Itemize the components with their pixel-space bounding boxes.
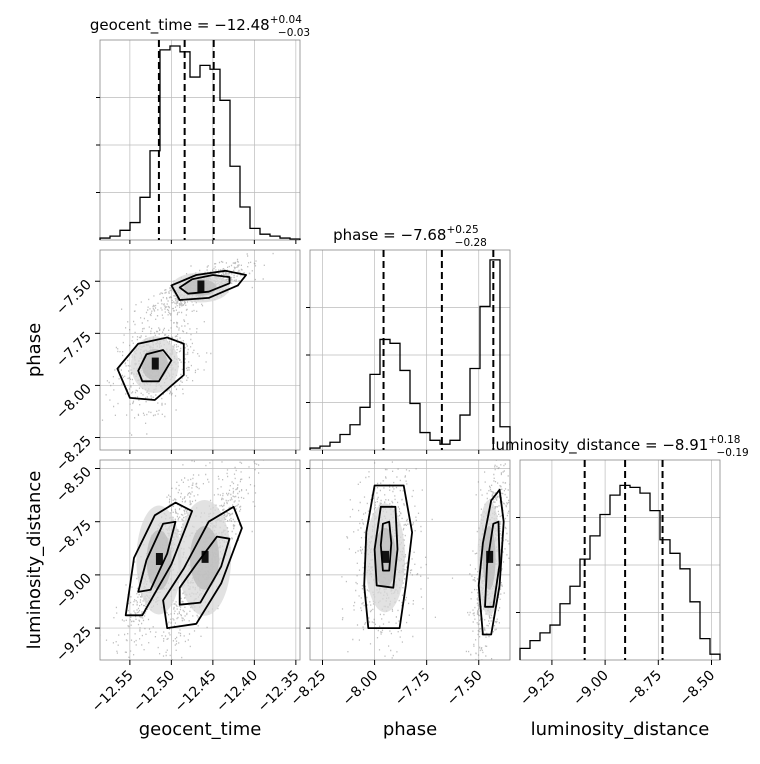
contour-3: [178, 535, 231, 606]
axes-frame: [309, 249, 511, 451]
y-axis-label-luminosity_distance: luminosity_distance: [24, 471, 45, 650]
contour-1: [373, 505, 399, 589]
x-tick-label: −9.00: [570, 668, 612, 710]
x-tick-label: −12.40: [213, 668, 261, 716]
contour-0: [363, 484, 413, 629]
axes-frame: [99, 459, 301, 661]
x-axis-label-phase: phase: [383, 719, 437, 740]
y-tick-label: −9.00: [53, 570, 95, 612]
x-tick-label: −12.45: [172, 668, 220, 716]
hist-panel-phase: phase = −7.68+0.25 −0.28: [306, 224, 511, 451]
x-tick-label: −12.50: [130, 668, 178, 716]
contour-1: [178, 274, 231, 295]
contour-3: [137, 349, 173, 383]
x-tick-label: −7.50: [444, 668, 486, 710]
contour-0: [170, 269, 247, 301]
panel-content: [100, 250, 300, 450]
hist-title-luminosity_distance: luminosity_distance = −8.91+0.18 −0.19: [491, 434, 748, 459]
histogram-step-phase: [309, 259, 511, 450]
contour-4: [484, 520, 501, 608]
y-tick-label: −8.25: [53, 433, 95, 475]
density-peak: [151, 357, 159, 370]
y-tick-label: −9.25: [53, 624, 95, 666]
panel-phase-vs-geocent_time: [99, 249, 301, 451]
x-tick-label: −12.55: [89, 668, 137, 716]
density-peak: [197, 280, 205, 293]
hist-panel-luminosity_distance: luminosity_distance = −8.91+0.18 −0.19: [491, 434, 749, 661]
panel-content: [310, 460, 510, 660]
contour-3: [477, 488, 505, 636]
contour-2: [116, 336, 185, 401]
hist-panel-geocent_time: geocent_time = −12.48+0.04 −0.03: [90, 14, 310, 241]
histogram-step-luminosity_distance: [519, 484, 721, 660]
axes-frame: [99, 249, 301, 451]
x-tick-label: −7.75: [392, 668, 434, 710]
y-axis-label-phase: phase: [24, 323, 45, 377]
contour-2: [379, 520, 393, 572]
contour-1: [137, 520, 177, 593]
hist-title-phase: phase = −7.68+0.25 −0.28: [333, 224, 487, 249]
y-tick-label: −7.75: [53, 329, 95, 371]
density-peak: [155, 553, 163, 565]
x-tick-label: −8.50: [677, 668, 719, 710]
panel-luminosity_distance-vs-geocent_time: [99, 459, 301, 661]
y-tick-label: −7.50: [53, 277, 95, 319]
histogram-step-geocent_time: [99, 45, 301, 240]
panel-content: [100, 460, 300, 660]
x-tick-label: −8.75: [623, 668, 665, 710]
axes-frame: [309, 459, 511, 661]
contour-2: [162, 505, 243, 629]
axes-frame: [519, 459, 721, 661]
contour-0: [124, 501, 193, 617]
y-tick-label: −8.00: [53, 381, 95, 423]
density-peak: [486, 550, 494, 563]
hist-title-geocent_time: geocent_time = −12.48+0.04 −0.03: [90, 14, 310, 39]
x-axis-label-luminosity_distance: luminosity_distance: [531, 719, 710, 740]
axes-frame: [99, 39, 301, 241]
x-tick-label: −8.00: [340, 668, 382, 710]
y-tick-label: −8.75: [53, 517, 95, 559]
density-peak: [201, 550, 209, 563]
density-peak: [382, 550, 389, 563]
panel-luminosity_distance-vs-phase: [309, 459, 511, 661]
x-axis-label-geocent_time: geocent_time: [139, 719, 262, 740]
x-tick-label: −9.25: [517, 668, 559, 710]
